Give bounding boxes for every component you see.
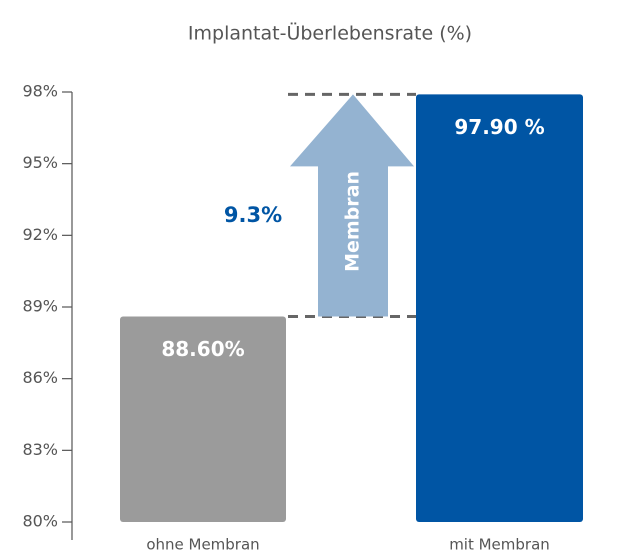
chart-title: Implantat-Überlebensrate (%) — [188, 22, 472, 45]
x-tick-label: mit Membran — [449, 536, 550, 554]
arrow-label: Membran — [342, 171, 364, 272]
y-tick-label: 80% — [22, 512, 58, 531]
y-tick-label: 95% — [22, 153, 58, 172]
y-tick-label: 89% — [22, 297, 58, 316]
arrow — [290, 94, 414, 317]
value-label: 88.60% — [161, 337, 244, 361]
bar — [120, 316, 286, 522]
y-tick-label: 86% — [22, 368, 58, 387]
bar — [416, 94, 583, 522]
y-tick-label: 83% — [22, 440, 58, 459]
annotation: 9.3% — [224, 203, 282, 227]
y-tick-label: 98% — [22, 82, 58, 101]
y-tick-label: 92% — [22, 225, 58, 244]
value-label: 97.90 % — [454, 115, 544, 139]
x-tick-label: ohne Membran — [146, 536, 259, 554]
